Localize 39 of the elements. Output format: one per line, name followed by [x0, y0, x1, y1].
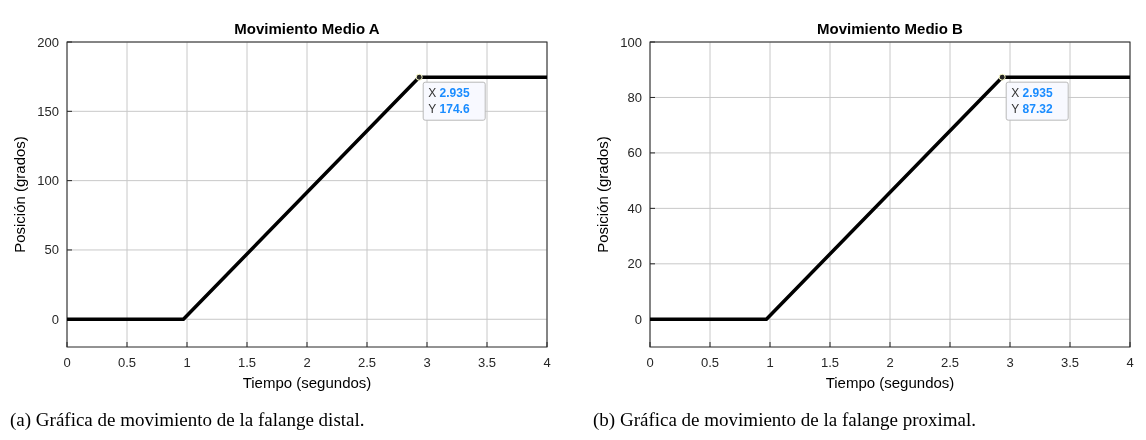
x-tick-label: 0.5: [117, 355, 137, 370]
text: (a) Gráfica de movimiento de la falange distal.: [10, 409, 365, 431]
y-tick-label: 20: [627, 256, 642, 272]
x-tick-label: 0: [646, 355, 654, 370]
y-tick-label: 100: [37, 173, 59, 189]
y-tick-label: 150: [37, 103, 59, 119]
y-tick-label: 40: [627, 200, 642, 216]
y-axis-title: Posición (grados): [594, 136, 611, 253]
annotation: X 2.935 Y 174.6: [428, 86, 470, 117]
x-tick-label: 0: [63, 355, 71, 370]
x-tick-label: 3: [1006, 355, 1014, 370]
x-tick-label: 3.5: [477, 355, 497, 370]
y-tick-label: 80: [627, 89, 642, 105]
x-tick-label: 2: [303, 355, 311, 370]
text: (b) Gráfica de movimiento de la falange proximal.: [593, 409, 977, 431]
chart-title: Movimiento Medio A: [234, 20, 380, 37]
x-tick-label: 0.5: [700, 355, 720, 370]
x-axis-title: Tiempo (segundos): [825, 374, 955, 391]
x-tick-label: 1: [183, 355, 191, 370]
x-tick-label: 3: [423, 355, 431, 370]
x-tick-label: 2: [886, 355, 894, 370]
y-tick-label: 60: [627, 145, 642, 161]
x-tick-label: 4: [1126, 355, 1134, 370]
x-tick-label: 3.5: [1060, 355, 1080, 370]
y-tick-label: 100: [620, 34, 642, 50]
y-axis-title: Posición (grados): [11, 136, 28, 253]
y-tick-label: 0: [634, 311, 642, 327]
x-tick-label: 2.5: [357, 355, 377, 370]
x-tick-label: 4: [543, 355, 551, 370]
y-tick-label: 50: [44, 242, 59, 258]
y-tick-label: 200: [37, 34, 59, 50]
x-tick-label: 1: [766, 355, 774, 370]
chart-title: Movimiento Medio B: [817, 20, 964, 37]
annotation: X 2.935 Y 87.32: [1011, 86, 1053, 117]
x-tick-label: 2.5: [940, 355, 960, 370]
x-tick-label: 1.5: [237, 355, 257, 370]
x-tick-label: 1.5: [820, 355, 840, 370]
x-axis-title: Tiempo (segundos): [242, 374, 372, 391]
y-tick-label: 0: [51, 311, 59, 327]
